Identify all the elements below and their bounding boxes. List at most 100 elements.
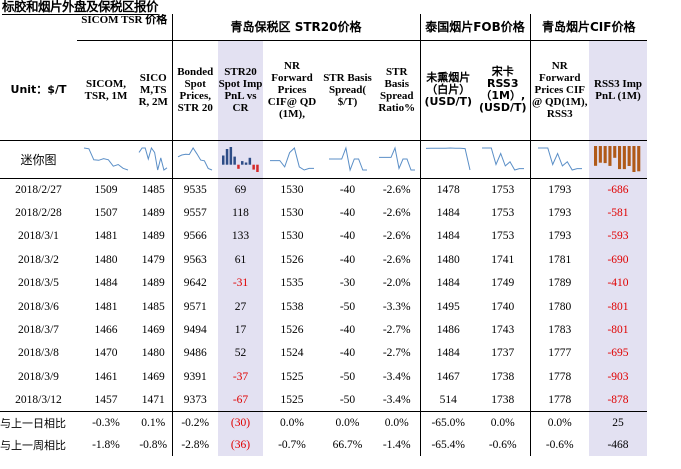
cell-value: -686 [589,178,647,202]
sparkline-bar [232,156,236,165]
sparkline [171,139,218,179]
summary-value: -0.8% [139,438,168,451]
sparkline-bar [598,146,602,163]
table-row: 2018/3/12 1457 1471 9373 -67 1525 -50 -3.4% 514 1… [0,388,647,412]
summary-value: -1.4% [382,438,411,451]
cell-value: -410 [589,271,647,295]
sparkline [476,139,530,179]
sparkline-line [270,147,314,171]
row-date: 2018/2/27 [15,183,62,196]
cell-value: 1530 [280,207,304,220]
sparkline-line [426,147,471,171]
cell-value: 1466 [94,324,118,337]
cell-value: 1469 [141,370,165,383]
summary-value: -0.6% [529,433,589,456]
sparkline [218,139,263,179]
sparkline-svg [378,146,415,171]
summary-label: 与上一日相比 [0,411,77,434]
col-header: NR Forward Prices CIF @ QD(1M), RSS3 [529,40,589,140]
cell-value: 9494 [171,318,218,342]
cell-value: -581 [589,201,647,225]
cell-value: -40 [339,324,356,337]
cell-value: 1469 [141,324,165,337]
cell-value: 1753 [491,207,515,220]
cell-value: 1495 [419,294,476,319]
cell-value: 1778 [529,365,589,389]
cell-value: 1489 [141,207,165,220]
cell-value: 1479 [141,253,165,266]
cell-value: 1509 [94,183,118,196]
sparkline-bar [248,157,251,165]
table-row: 2018/2/28 1507 1489 9557 118 1530 -40 -2.6% 1484… [0,201,647,225]
row-date: 2018/3/2 [18,253,59,266]
cell-value: 1743 [491,324,515,337]
cell-value: 1484 [94,277,118,290]
cell-value: 9535 [171,178,218,202]
cell-value: 1486 [419,318,476,342]
table-row: 2018/3/1 1481 1489 9566 133 1530 -40 -2.6% 1484 1… [0,224,647,249]
summary-value: 0.0% [263,411,321,434]
sparkline-svg [594,146,641,172]
cell-value: -3.4% [382,370,411,383]
cell-value: -2.7% [382,324,411,337]
summary-value: (30) [218,411,263,434]
cell-value: -50 [339,300,356,313]
summary-value: -0.6% [488,438,517,451]
table-row: 2018/3/6 1481 1485 9571 27 1538 -50 -3.3% 1495 17… [0,294,647,319]
col-header: 宋卡 RSS3（1M）,(USD/T) [478,65,527,114]
cell-value: 1530 [280,230,304,243]
sparkline-line [481,147,524,171]
cell-value: -40 [339,347,356,360]
cell-value: 514 [419,388,476,412]
cell-value: -37 [218,365,263,389]
cell-value: 1484 [419,341,476,366]
cell-value: 1480 [419,248,476,272]
cell-value: 1737 [491,347,515,360]
summary-value: (36) [218,433,263,456]
cell-value: 1478 [419,178,476,202]
cell-value: 1538 [280,300,304,313]
cell-value: -2.0% [382,277,411,290]
cell-value: 17 [218,318,263,342]
cell-value: 1740 [491,300,515,313]
row-date: 2018/3/6 [18,300,59,313]
sparkline-bar [251,164,255,170]
cell-value: -801 [589,318,647,342]
cell-value: -3.3% [382,300,411,313]
summary-value: 66.7% [332,438,363,451]
sparkline [321,139,374,179]
table-row: 2018/3/7 1466 1469 9494 17 1526 -40 -2.7% 1486 17… [0,318,647,342]
summary-value: -0.3% [77,411,135,434]
sparkline-bar [255,164,259,172]
cell-value: 1741 [491,253,515,266]
col-header: SICOM,TSR, 2M [138,72,168,108]
column-header-row: Unit：$/T SICOM, TSR, 1M SICOM,TSR, 2M Bo… [0,40,647,140]
cell-value: -2.6% [382,253,411,266]
cell-value: 1749 [491,277,515,290]
group-bonded: 青岛保税区 STR20价格 [171,14,420,41]
group-thai: 泰国烟片FOB价格 [419,14,530,41]
row-date: 2018/3/12 [15,393,62,406]
cell-value: 1780 [529,294,589,319]
cell-value: 61 [218,248,263,272]
sparkline-line [328,146,367,172]
cell-value: -2.7% [382,347,411,360]
cell-value: 1480 [141,347,165,360]
summary-row: 与上一周相比 -1.8% -0.8% -2.8% (36) -0.7% 66.7% -1.4%… [0,433,647,456]
sparkline-bar [632,146,636,172]
cell-value: -31 [218,271,263,295]
group-qd: 青岛烟片CIF价格 [529,14,647,41]
cell-value: 9571 [171,294,218,319]
cell-value: 1783 [529,318,589,342]
summary-value: -1.8% [92,438,120,451]
summary-label: 与上一周相比 [0,438,66,452]
summary-value: -0.2% [171,411,218,434]
sparkline [589,139,647,179]
cell-value: 9373 [171,388,218,412]
price-table: SICOM TSR 价格 青岛保税区 STR20价格 泰国烟片FOB价格 青岛烟… [0,14,647,456]
sparkline [419,139,476,179]
cell-value: -2.6% [382,207,411,220]
summary-value: 25 [589,411,647,434]
price-table-wrapper: SICOM TSR 价格 青岛保税区 STR20价格 泰国烟片FOB价格 青岛烟… [0,14,647,456]
table-row: 2018/3/5 1484 1489 9642 -31 1535 -30 -2.0% 1484 1… [0,271,647,295]
